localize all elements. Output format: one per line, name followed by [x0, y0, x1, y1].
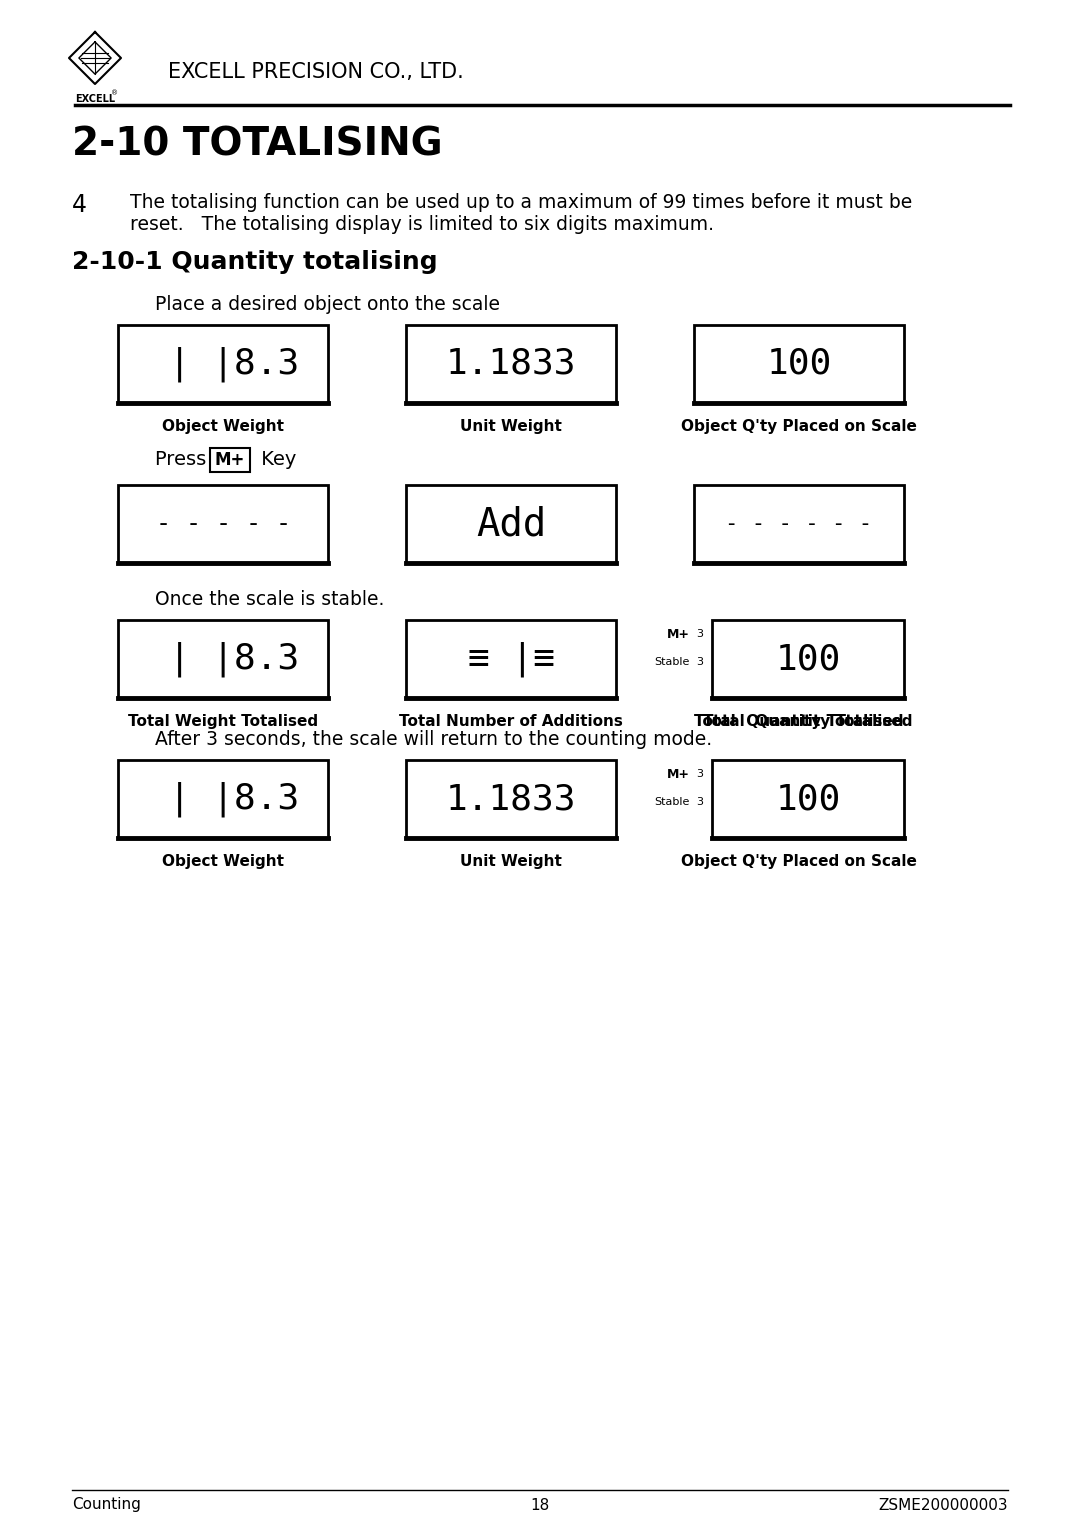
Text: M+: M+ [215, 452, 245, 468]
Bar [118, 485, 328, 563]
Text: ≡ |≡: ≡ |≡ [468, 641, 554, 676]
Text: The totalising function can be used up to a maximum of 99 times before it must b: The totalising function can be used up t… [130, 192, 913, 212]
Bar [694, 325, 904, 403]
Text: ZSME200000003: ZSME200000003 [878, 1497, 1008, 1512]
Text: Counting: Counting [72, 1497, 140, 1512]
Text: 4: 4 [72, 192, 87, 217]
Text: EXCELL: EXCELL [75, 95, 116, 104]
Text: Add: Add [476, 505, 546, 543]
Text: 100: 100 [767, 346, 832, 382]
Bar [406, 760, 616, 838]
Text: 100: 100 [775, 642, 840, 676]
Text: Object Weight: Object Weight [162, 420, 284, 433]
Text: EXCELL PRECISION CO., LTD.: EXCELL PRECISION CO., LTD. [168, 63, 463, 82]
Bar [406, 620, 616, 697]
Bar [712, 760, 904, 838]
Text: 2-10-1 Quantity totalising: 2-10-1 Quantity totalising [72, 250, 437, 275]
Text: reset.   The totalising display is limited to six digits maximum.: reset. The totalising display is limited… [130, 215, 714, 233]
Text: 3: 3 [696, 769, 703, 778]
Text: Stable: Stable [654, 797, 690, 807]
Text: 100: 100 [775, 781, 840, 816]
Text: 2-10 TOTALISING: 2-10 TOTALISING [72, 125, 443, 163]
Text: Total Number of Additions: Total Number of Additions [400, 714, 623, 729]
Bar [210, 449, 249, 472]
Text: 3: 3 [696, 629, 703, 639]
Text: | |8.3: | |8.3 [147, 641, 299, 676]
Text: Unit Weight: Unit Weight [460, 420, 562, 433]
Bar [118, 325, 328, 403]
Text: Total  Quantity Totalised: Total Quantity Totalised [703, 714, 913, 729]
Bar [118, 760, 328, 838]
Text: 1.1833: 1.1833 [446, 781, 577, 816]
Text: Key: Key [255, 450, 296, 468]
Text: Total  Quantity Totalised: Total Quantity Totalised [694, 714, 904, 729]
Text: - - - - -: - - - - - [156, 513, 291, 536]
Text: M+: M+ [667, 627, 690, 641]
Text: Total Weight Totalised: Total Weight Totalised [127, 714, 319, 729]
Text: | |8.3: | |8.3 [147, 781, 299, 816]
Text: - - - - - -: - - - - - - [726, 514, 873, 534]
Bar [118, 620, 328, 697]
Text: Once the scale is stable.: Once the scale is stable. [156, 591, 384, 609]
Bar [406, 325, 616, 403]
Text: Stable: Stable [654, 658, 690, 667]
Text: 18: 18 [530, 1497, 550, 1512]
Text: Object Q'ty Placed on Scale: Object Q'ty Placed on Scale [681, 420, 917, 433]
Text: 1.1833: 1.1833 [446, 346, 577, 382]
Text: Object Weight: Object Weight [162, 855, 284, 868]
Text: Object Q'ty Placed on Scale: Object Q'ty Placed on Scale [681, 855, 917, 868]
Text: After 3 seconds, the scale will return to the counting mode.: After 3 seconds, the scale will return t… [156, 729, 712, 749]
Text: M+: M+ [667, 768, 690, 780]
Text: 3: 3 [696, 797, 703, 807]
Text: Press: Press [156, 450, 213, 468]
Bar [712, 620, 904, 697]
Text: Unit Weight: Unit Weight [460, 855, 562, 868]
Text: 3: 3 [696, 658, 703, 667]
Bar [406, 485, 616, 563]
Text: ®: ® [111, 90, 118, 96]
Text: Place a desired object onto the scale: Place a desired object onto the scale [156, 295, 500, 314]
Bar [694, 485, 904, 563]
Text: | |8.3: | |8.3 [147, 346, 299, 382]
